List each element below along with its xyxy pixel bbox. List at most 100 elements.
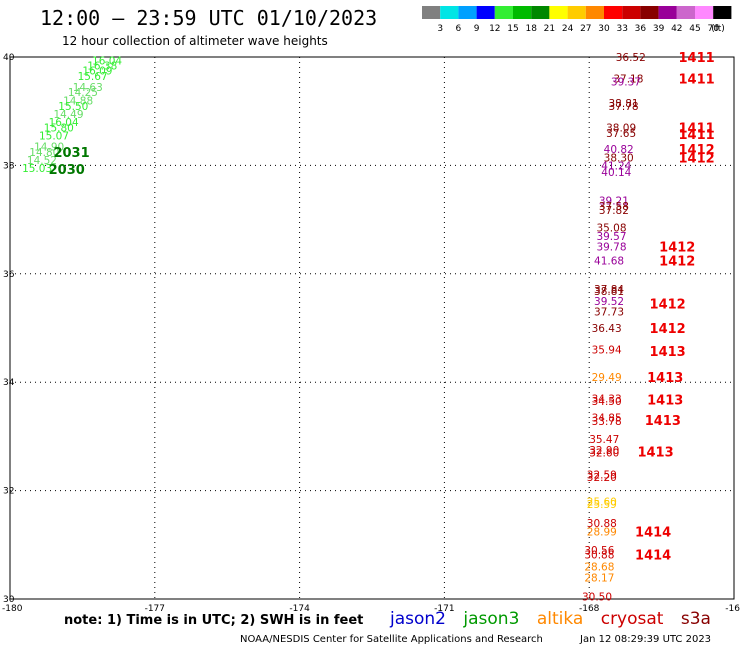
time-label: 1412	[678, 143, 714, 158]
x-tick-label: -174	[289, 604, 310, 614]
satellite-legend: jason2 jason3 altika cryosat s3a	[390, 609, 723, 629]
wave-height-value: 41.68	[594, 255, 624, 267]
legend-swatch	[622, 6, 641, 19]
wave-height-value: 30.56	[584, 545, 614, 557]
wave-height-value: 14.90	[34, 141, 64, 153]
wave-height-value: 14.49	[53, 109, 83, 121]
wave-height-value: 37.65	[606, 128, 636, 140]
footer-note: note: 1) Time is in UTC; 2) SWH is in fe…	[64, 613, 364, 628]
wave-height-value: 37.58	[599, 201, 629, 213]
legend-swatch	[440, 6, 459, 19]
chart-subtitle: 12 hour collection of altimeter wave hei…	[62, 34, 328, 48]
time-label: 1414	[635, 549, 671, 564]
wave-height-value: 14.80	[29, 147, 59, 159]
wave-height-value: 15.80	[44, 122, 74, 134]
legend-label: 6	[456, 24, 462, 34]
wave-height-value: 36.43	[592, 323, 622, 335]
x-tick-label: -16	[725, 604, 740, 614]
credit-line: NOAA/NESDIS Center for Satellite Applica…	[240, 634, 543, 645]
wave-height-value: 35.08	[596, 223, 626, 235]
legend-label: 36	[635, 24, 647, 34]
legend-label: 24	[562, 24, 574, 34]
color-legend: 3 6 9 12 15 18 21 24 27 30 33 36 39 42 45 70(ft)	[422, 6, 732, 34]
wave-height-value: 39.57	[596, 231, 626, 243]
satellite-s3a: s3a	[680, 609, 711, 629]
wave-height-value: 37.18	[613, 74, 643, 86]
wave-height-value: 38.81	[594, 286, 624, 298]
plot-border	[9, 56, 735, 600]
wave-height-value: 39.52	[594, 296, 624, 308]
legend-label: 33	[616, 24, 627, 34]
wave-height-value: 35.47	[589, 434, 619, 446]
wave-height-value: 16.09	[82, 66, 112, 78]
wave-height-value: 28.17	[584, 572, 614, 584]
wave-height-value: 38.81	[609, 98, 639, 110]
wave-height-value: 33.78	[592, 416, 622, 428]
wave-height-values: 16.0416.3816.0915.6714.6314.2514.8815.50…	[22, 52, 646, 603]
wave-height-value: 30.50	[582, 591, 612, 603]
wave-height-value: 34.50	[592, 396, 622, 408]
legend-swatch	[549, 6, 568, 19]
legend-swatch	[476, 6, 495, 19]
legend-swatch	[658, 6, 677, 19]
wave-height-value: 14.63	[73, 82, 103, 94]
wave-height-value: 28.99	[587, 526, 617, 538]
y-tick-label: 38	[3, 161, 15, 171]
legend-swatch	[513, 6, 532, 19]
legend-label: 21	[544, 24, 555, 34]
plot-frame	[9, 56, 735, 600]
wave-height-value: 37.78	[609, 101, 639, 113]
wave-height-value: 14.52	[27, 155, 57, 167]
wave-height-value: 35.94	[592, 345, 622, 357]
wave-height-value: 29.49	[592, 372, 622, 384]
legend-swatch	[695, 6, 714, 19]
wave-height-value: 16.38	[87, 61, 117, 73]
time-label: 1411	[678, 73, 714, 88]
wave-height-value: 34.33	[592, 393, 622, 405]
wave-height-value: 25.59	[587, 499, 617, 511]
legend-label: 27	[580, 24, 591, 34]
y-tick-label: 30	[3, 595, 15, 605]
wave-height-value: 15.50	[58, 101, 88, 113]
wave-height-value: 25.60	[587, 496, 617, 508]
time-label: 1411	[678, 128, 714, 143]
wave-height-value: 37.82	[599, 205, 629, 217]
y-tick-label: 34	[3, 378, 15, 388]
wave-height-value: 16.04	[49, 117, 79, 129]
chart-title: 12:00 — 23:59 UTC 01/10/2023	[40, 6, 378, 30]
y-tick-label: 36	[3, 270, 15, 280]
wave-height-value: 34.85	[592, 412, 622, 424]
legend-label: 12	[489, 24, 500, 34]
wave-height-value: 14.88	[63, 95, 93, 107]
wave-height-value: 37.73	[594, 307, 624, 319]
wave-height-value: 32.20	[587, 472, 617, 484]
wave-height-value: 32.59	[587, 469, 617, 481]
legend-swatch	[585, 6, 604, 19]
legend-swatch	[640, 6, 659, 19]
legend-unit: (ft)	[711, 24, 725, 34]
wave-height-value: 37.84	[594, 284, 624, 296]
x-tick-label: -180	[2, 604, 23, 614]
wave-height-value: 38.30	[604, 152, 634, 164]
time-label: 1411	[678, 121, 714, 136]
y-tick-label: 40	[3, 53, 15, 63]
x-tick-label: -168	[579, 604, 600, 614]
time-label: 1412	[659, 254, 695, 269]
wave-height-value: 38.09	[606, 122, 636, 134]
wave-height-value: 40.82	[604, 144, 634, 156]
wave-height-value: 41.24	[601, 160, 631, 172]
legend-label: 70	[707, 24, 719, 34]
time-label: 1412	[678, 151, 714, 166]
wave-height-value: 40.14	[601, 167, 631, 179]
time-labels: 2031203014111411141114111412141214121412…	[49, 51, 715, 564]
time-label: 1413	[637, 446, 673, 461]
wave-height-value: 32.90	[589, 445, 619, 457]
time-label: 2030	[49, 163, 85, 178]
wave-height-value: 15.03	[22, 163, 52, 175]
legend-swatch	[676, 6, 695, 19]
satellite-jason3: jason3	[463, 609, 520, 629]
wave-height-value: 36.52	[616, 52, 646, 64]
legend-label: 18	[525, 24, 537, 34]
wave-height-value: 30.88	[584, 550, 614, 562]
